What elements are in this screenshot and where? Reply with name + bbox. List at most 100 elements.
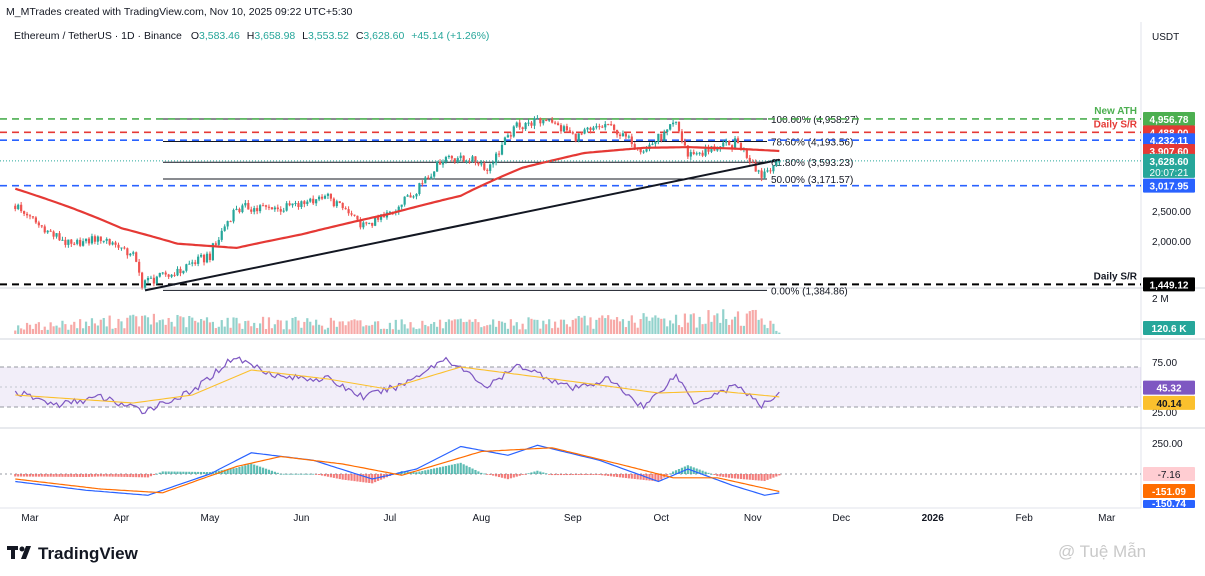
volume-bar: [23, 329, 26, 334]
support-trendline: [144, 158, 780, 292]
volume-bar: [613, 319, 616, 334]
macd-histogram-bar: [61, 474, 64, 477]
candle-body: [642, 151, 645, 153]
volume-bar: [441, 328, 445, 334]
macd-hist-value-bg: [1143, 467, 1195, 481]
macd-histogram-bar: [261, 467, 265, 474]
volume-bar: [716, 313, 719, 334]
volume-bar: [733, 316, 737, 334]
volume-bar: [256, 328, 259, 334]
candle-body: [306, 201, 309, 205]
macd-histogram-bar: [155, 473, 158, 475]
macd-histogram-bar: [197, 471, 200, 474]
candle-body: [651, 143, 654, 145]
volume-bar: [654, 315, 657, 334]
volume-bar: [736, 311, 740, 334]
macd-histogram-bar: [701, 470, 704, 474]
macd-histogram-bar: [772, 474, 775, 478]
candle-body: [403, 196, 406, 205]
rsi-value: 45.32: [1156, 384, 1181, 395]
candle-body: [624, 133, 627, 137]
volume-bar: [748, 311, 751, 334]
volume-bar: [686, 322, 689, 334]
candle-body: [185, 264, 188, 271]
macd-histogram-bar: [303, 473, 306, 475]
macd-histogram-bar: [108, 474, 111, 477]
macd-histogram-bar: [497, 474, 501, 478]
macd-histogram-bar: [114, 474, 117, 477]
candle-body: [595, 126, 598, 128]
macd-histogram-bar: [347, 474, 350, 481]
macd-histogram-bar: [574, 474, 577, 476]
macd-histogram-bar: [471, 468, 474, 474]
volume-bar: [161, 319, 164, 334]
macd-histogram-bar: [441, 466, 445, 474]
macd-histogram-bar: [105, 474, 108, 477]
candle-body: [179, 268, 182, 274]
macd-histogram-bar: [453, 464, 456, 474]
candle-body: [707, 147, 710, 152]
candle-body: [613, 124, 616, 130]
macd-histogram-bar: [120, 474, 123, 477]
macd-histogram-bar: [527, 473, 530, 475]
volume-bar: [320, 325, 324, 334]
macd-histogram-bar: [713, 474, 716, 475]
volume-bar: [583, 315, 586, 334]
candle-body: [521, 127, 524, 130]
macd-histogram-bar: [232, 468, 235, 474]
macd-line-value-bg: [1143, 500, 1195, 508]
candle-body: [406, 195, 409, 197]
candle-body: [79, 239, 82, 246]
volume-bar: [132, 314, 135, 334]
macd-histogram-bar: [138, 474, 141, 478]
volume-bar: [462, 322, 465, 334]
volume-bar: [627, 320, 630, 334]
macd-histogram-bar: [37, 474, 40, 477]
macd-histogram-bar: [40, 474, 43, 477]
candle-body: [725, 141, 728, 143]
candle-body: [630, 136, 633, 145]
macd-histogram-bar: [238, 466, 241, 474]
macd-histogram-bar: [577, 474, 580, 476]
macd-histogram-bar: [483, 473, 486, 475]
macd-histogram-bar: [176, 471, 179, 474]
volume-bar: [633, 322, 636, 334]
macd-histogram-bar: [613, 474, 616, 477]
volume-bar: [34, 323, 37, 334]
candle-body: [309, 198, 312, 202]
rsi-axis-tick: 25.00: [1152, 408, 1177, 419]
ohlc-open: 3,583.46: [199, 30, 240, 42]
volume-bar: [335, 326, 338, 334]
candle-body: [533, 118, 536, 126]
volume-bar: [444, 321, 448, 334]
volume-bar: [497, 320, 501, 334]
volume-bar: [577, 316, 580, 334]
volume-bar: [745, 313, 748, 334]
candle-body: [583, 129, 586, 134]
candle-body: [704, 147, 707, 156]
candle-body: [536, 117, 539, 119]
candle-body: [462, 155, 465, 162]
candle-body: [486, 169, 489, 171]
tradingview-logo[interactable]: TradingView: [7, 544, 139, 563]
candle-body: [217, 239, 220, 245]
volume-bar: [146, 317, 150, 334]
macd-histogram-bar: [141, 474, 144, 478]
volume-axis-tick: 2 M: [1152, 294, 1169, 305]
volume-bar: [279, 320, 282, 334]
candle-body: [686, 145, 689, 157]
macd-histogram-bar: [79, 474, 82, 477]
candle-body: [604, 124, 607, 128]
macd-histogram-bar: [657, 474, 660, 482]
volume-bar: [332, 320, 335, 334]
candle-body: [96, 236, 99, 242]
candle-body: [745, 148, 748, 158]
candle-body: [170, 274, 173, 277]
ohlc-high-label: H: [247, 30, 255, 42]
candle-body: [87, 238, 91, 244]
macd-histogram-bar: [430, 469, 433, 474]
macd-histogram-bar: [338, 474, 341, 480]
volume-bar: [211, 321, 214, 334]
volume-bar: [82, 328, 85, 334]
